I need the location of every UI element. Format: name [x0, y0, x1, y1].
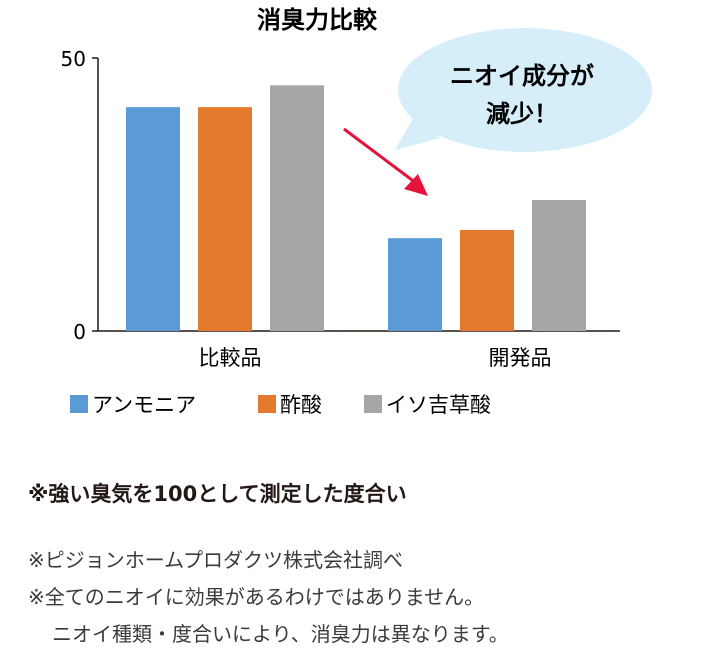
- bar-developed-acetic-acid: [460, 229, 514, 331]
- x-tick-label-comparison: 比較品: [199, 346, 262, 370]
- measurement-note: ※強い臭気を100として測定した度合い: [28, 482, 407, 506]
- legend: アンモニア 酢酸 イソ吉草酸: [70, 393, 491, 417]
- callout-line1: ニオイ成分が: [450, 62, 594, 90]
- disclaimer-note: ※全てのニオイに効果があるわけではありません。: [28, 585, 485, 609]
- source-note: ※ピジョンホームプロダクツ株式会社調べ: [28, 548, 403, 572]
- bar-developed-isovaleric-acid: [532, 199, 586, 331]
- speech-bubble: [398, 28, 652, 152]
- x-tick-label-developed: 開発品: [489, 346, 552, 370]
- callout-line2: 減少！: [486, 100, 558, 128]
- chart: 消臭力比較 ニオイ成分が 減少！ 50 0 比較品 開発品 アンモニア 酢酸 イ…: [61, 6, 652, 417]
- legend-label-acetic-acid: 酢酸: [280, 393, 322, 417]
- speech-bubble-tail: [395, 110, 440, 150]
- bar-developed-ammonia: [388, 238, 442, 331]
- legend-label-ammonia: アンモニア: [92, 393, 196, 417]
- legend-swatch-ammonia: [70, 395, 88, 413]
- callout: ニオイ成分が 減少！: [395, 28, 652, 152]
- disclaimer-note-continued: ニオイ種類・度合いにより、消臭力は異なります。: [52, 622, 509, 646]
- y-tick-label-min: 0: [73, 320, 86, 344]
- bar-comparison-ammonia: [126, 107, 180, 331]
- y-tick-label-max: 50: [61, 47, 86, 71]
- chart-title: 消臭力比較: [257, 6, 378, 34]
- bar-comparison-acetic-acid: [198, 107, 252, 331]
- legend-label-isovaleric-acid: イソ吉草酸: [386, 393, 491, 417]
- bars: [126, 85, 586, 331]
- legend-swatch-acetic-acid: [258, 395, 276, 413]
- bar-comparison-isovaleric-acid: [270, 85, 324, 331]
- arrow-icon: [343, 127, 428, 196]
- legend-swatch-isovaleric-acid: [364, 395, 382, 413]
